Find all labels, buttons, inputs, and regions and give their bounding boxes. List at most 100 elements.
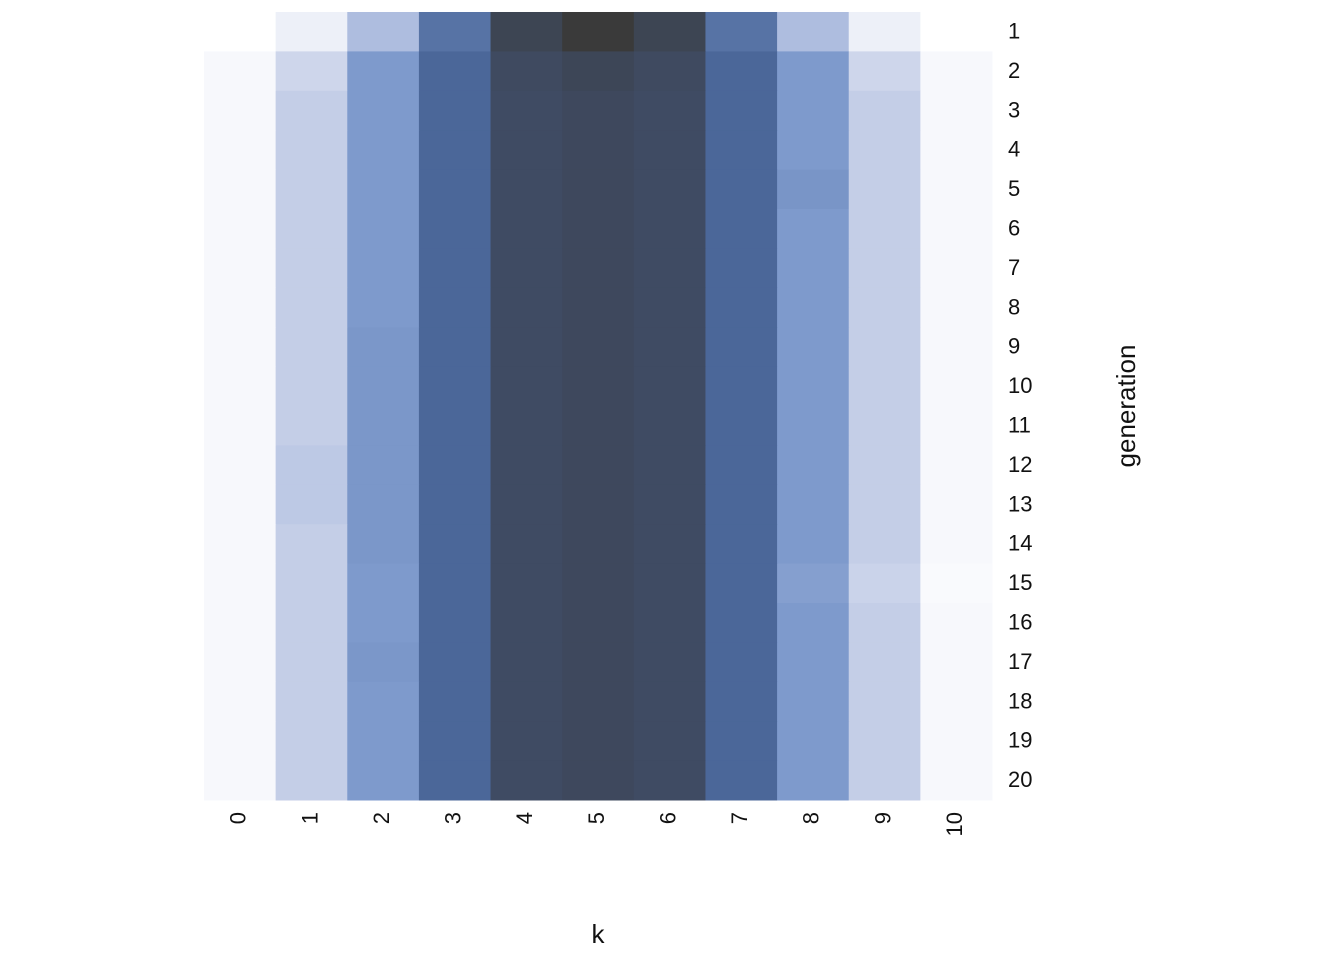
heatmap-cell (920, 169, 993, 210)
heatmap-cell (562, 406, 635, 446)
heatmap-cell (777, 563, 850, 604)
heatmap-cell (848, 130, 921, 171)
heatmap-cell (777, 12, 850, 52)
heatmap-cell (347, 130, 420, 171)
heatmap-cell (418, 287, 492, 328)
y-axis-label: generation (1111, 345, 1141, 468)
heatmap-cell (848, 327, 921, 368)
heatmap-cell (490, 130, 563, 171)
heatmap-cell (633, 760, 706, 801)
heatmap-cell (848, 603, 921, 643)
heatmap-cell (633, 209, 706, 249)
heatmap-cell (848, 209, 921, 249)
heatmap-cell (418, 760, 492, 801)
heatmap-cell (920, 603, 993, 643)
heatmap-cell (777, 209, 850, 249)
heatmap-cell (848, 366, 921, 407)
heatmap-cell (920, 248, 993, 289)
heatmap-cell (562, 366, 635, 407)
y-tick-label: 17 (1008, 649, 1032, 674)
y-tick-label: 19 (1008, 728, 1032, 753)
heatmap-cell (633, 12, 706, 52)
x-axis-label: k (592, 919, 606, 949)
heatmap-cell (920, 563, 993, 604)
heatmap-cell (920, 366, 993, 407)
heatmap-cell (705, 681, 778, 722)
heatmap-cell (705, 12, 778, 52)
heatmap-cell (275, 366, 348, 407)
heatmap-cell (562, 760, 635, 801)
y-tick-label: 14 (1008, 531, 1032, 556)
heatmap-cell (777, 721, 850, 762)
heatmap-cell (777, 130, 850, 171)
heatmap-cell (848, 287, 921, 328)
heatmap-cell (920, 287, 993, 328)
heatmap-cell (920, 209, 993, 249)
heatmap-cell (777, 327, 850, 368)
heatmap-cell (418, 12, 492, 52)
heatmap-cell (490, 366, 563, 407)
heatmap-cell (777, 169, 850, 210)
heatmap-cell (633, 445, 706, 486)
y-tick-label: 6 (1008, 216, 1020, 241)
heatmap-cell (418, 327, 492, 368)
heatmap-cell (562, 484, 635, 525)
heatmap-cell (705, 366, 778, 407)
y-tick-label: 4 (1008, 137, 1020, 162)
heatmap-cell (490, 327, 563, 368)
heatmap-cell (777, 603, 850, 643)
heatmap-cell (347, 366, 420, 407)
heatmap-cell (633, 681, 706, 722)
heatmap-cell (347, 169, 420, 210)
heatmap-cell (705, 130, 778, 171)
y-tick-label: 7 (1008, 255, 1020, 280)
heatmap-cell (347, 524, 420, 565)
heatmap-cell (204, 248, 277, 289)
heatmap-cell (920, 721, 993, 762)
heatmap-cell (275, 681, 348, 722)
x-tick-label: 1 (297, 812, 322, 824)
heatmap-cell (562, 209, 635, 249)
heatmap-cell (777, 642, 850, 683)
heatmap-cell (275, 721, 348, 762)
heatmap-cell (204, 12, 277, 52)
heatmap-cell (490, 248, 563, 289)
heatmap-cell (490, 169, 563, 210)
heatmap-cell (275, 287, 348, 328)
x-tick-label: 5 (584, 812, 609, 824)
heatmap-cell (204, 484, 277, 525)
heatmap-cell (418, 90, 492, 131)
heatmap-cell (920, 484, 993, 525)
heatmap-cell (848, 484, 921, 525)
heatmap-cell (204, 169, 277, 210)
heatmap-cell (848, 12, 921, 52)
heatmap-cell (347, 248, 420, 289)
heatmap-cell (490, 287, 563, 328)
heatmap-cell (848, 642, 921, 683)
heatmap-cell (204, 603, 277, 643)
heatmap-cell (418, 130, 492, 171)
heatmap-cell (848, 51, 921, 92)
y-tick-label: 5 (1008, 176, 1020, 201)
heatmap-cell (204, 287, 277, 328)
heatmap-cell (490, 51, 563, 92)
heatmap-cell (562, 603, 635, 643)
heatmap-cell (705, 406, 778, 446)
heatmap-cell (347, 445, 420, 486)
heatmap-cell (920, 51, 993, 92)
heatmap-cell (490, 563, 563, 604)
x-tick-label: 6 (655, 812, 680, 824)
heatmap-cell (347, 12, 420, 52)
heatmap-cell (848, 681, 921, 722)
heatmap-cell (705, 209, 778, 249)
heatmap-cell (848, 721, 921, 762)
heatmap-cell (275, 760, 348, 801)
heatmap-cell (562, 12, 635, 52)
heatmap-cell (777, 248, 850, 289)
heatmap-cell (777, 287, 850, 328)
heatmap-cell (204, 760, 277, 801)
heatmap-cell (347, 721, 420, 762)
heatmap-cell (777, 445, 850, 486)
y-tick-label: 10 (1008, 373, 1032, 398)
heatmap-cell (705, 760, 778, 801)
